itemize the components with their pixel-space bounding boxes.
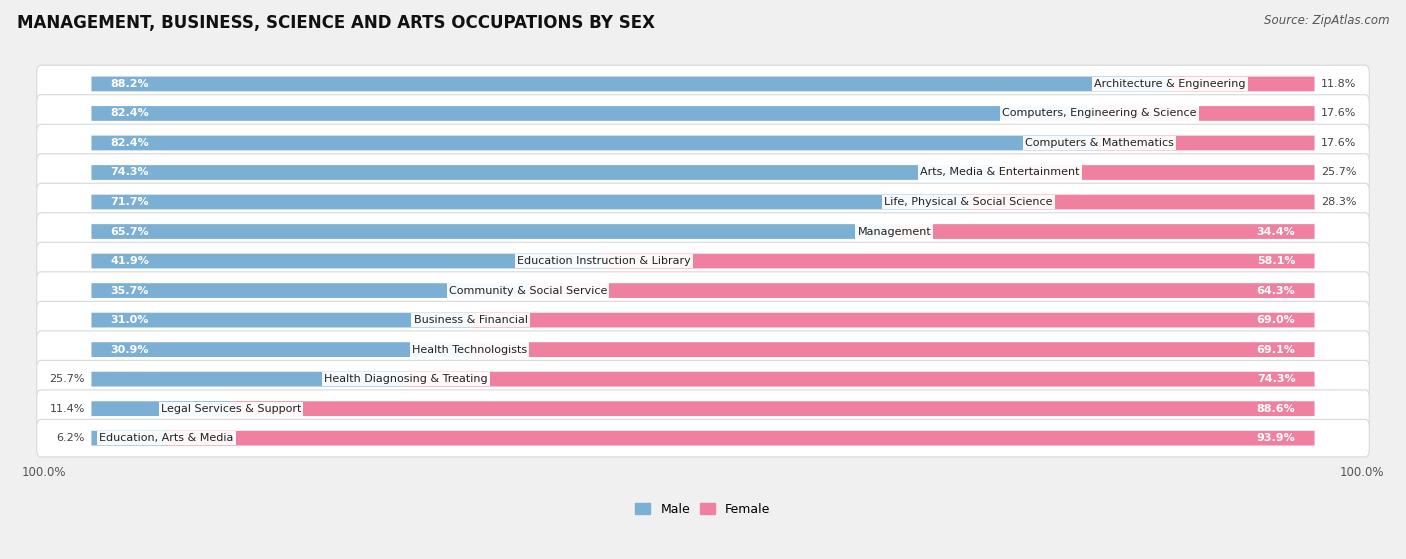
- Text: Health Diagnosing & Treating: Health Diagnosing & Treating: [323, 374, 488, 384]
- FancyBboxPatch shape: [91, 165, 1000, 180]
- FancyBboxPatch shape: [91, 372, 406, 386]
- Text: Architecture & Engineering: Architecture & Engineering: [1094, 79, 1246, 89]
- Text: 88.2%: 88.2%: [111, 79, 149, 89]
- FancyBboxPatch shape: [37, 361, 1369, 398]
- FancyBboxPatch shape: [37, 154, 1369, 191]
- FancyBboxPatch shape: [91, 401, 231, 416]
- Text: 34.4%: 34.4%: [1257, 226, 1295, 236]
- Text: 74.3%: 74.3%: [111, 168, 149, 178]
- Text: Arts, Media & Entertainment: Arts, Media & Entertainment: [921, 168, 1080, 178]
- Text: Business & Financial: Business & Financial: [413, 315, 527, 325]
- Text: 93.9%: 93.9%: [1257, 433, 1295, 443]
- FancyBboxPatch shape: [166, 431, 1315, 446]
- FancyBboxPatch shape: [37, 65, 1369, 103]
- FancyBboxPatch shape: [529, 283, 1315, 298]
- Text: Legal Services & Support: Legal Services & Support: [160, 404, 301, 414]
- FancyBboxPatch shape: [37, 301, 1369, 339]
- FancyBboxPatch shape: [894, 224, 1315, 239]
- FancyBboxPatch shape: [91, 224, 896, 239]
- FancyBboxPatch shape: [91, 136, 1099, 150]
- FancyBboxPatch shape: [91, 342, 470, 357]
- FancyBboxPatch shape: [1000, 165, 1315, 180]
- FancyBboxPatch shape: [605, 254, 1315, 268]
- FancyBboxPatch shape: [37, 390, 1369, 428]
- FancyBboxPatch shape: [37, 242, 1369, 280]
- Text: 35.7%: 35.7%: [111, 286, 149, 296]
- Text: 11.8%: 11.8%: [1320, 79, 1357, 89]
- FancyBboxPatch shape: [37, 94, 1369, 132]
- Text: Computers & Mathematics: Computers & Mathematics: [1025, 138, 1174, 148]
- FancyBboxPatch shape: [37, 183, 1369, 221]
- FancyBboxPatch shape: [91, 431, 167, 446]
- FancyBboxPatch shape: [37, 124, 1369, 162]
- FancyBboxPatch shape: [91, 106, 1099, 121]
- Text: 82.4%: 82.4%: [111, 108, 149, 119]
- Text: 82.4%: 82.4%: [111, 138, 149, 148]
- FancyBboxPatch shape: [91, 77, 1170, 91]
- FancyBboxPatch shape: [37, 213, 1369, 250]
- Text: 25.7%: 25.7%: [1320, 168, 1357, 178]
- FancyBboxPatch shape: [91, 195, 969, 210]
- Text: 41.9%: 41.9%: [111, 256, 149, 266]
- Text: Management: Management: [858, 226, 931, 236]
- Text: Health Technologists: Health Technologists: [412, 344, 527, 354]
- Text: 65.7%: 65.7%: [111, 226, 149, 236]
- Text: Source: ZipAtlas.com: Source: ZipAtlas.com: [1264, 14, 1389, 27]
- FancyBboxPatch shape: [406, 372, 1315, 386]
- Text: 25.7%: 25.7%: [49, 374, 86, 384]
- FancyBboxPatch shape: [231, 401, 1315, 416]
- Text: 100.0%: 100.0%: [1340, 466, 1385, 479]
- FancyBboxPatch shape: [91, 283, 529, 298]
- Text: 64.3%: 64.3%: [1257, 286, 1295, 296]
- Text: 69.1%: 69.1%: [1257, 344, 1295, 354]
- Text: MANAGEMENT, BUSINESS, SCIENCE AND ARTS OCCUPATIONS BY SEX: MANAGEMENT, BUSINESS, SCIENCE AND ARTS O…: [17, 14, 655, 32]
- FancyBboxPatch shape: [1099, 136, 1315, 150]
- FancyBboxPatch shape: [37, 331, 1369, 368]
- FancyBboxPatch shape: [91, 254, 605, 268]
- Text: Education, Arts & Media: Education, Arts & Media: [100, 433, 233, 443]
- Text: 17.6%: 17.6%: [1320, 138, 1357, 148]
- Text: Community & Social Service: Community & Social Service: [449, 286, 607, 296]
- Legend: Male, Female: Male, Female: [630, 498, 776, 520]
- FancyBboxPatch shape: [1170, 77, 1315, 91]
- Text: 69.0%: 69.0%: [1257, 315, 1295, 325]
- FancyBboxPatch shape: [969, 195, 1315, 210]
- Text: 71.7%: 71.7%: [111, 197, 149, 207]
- FancyBboxPatch shape: [470, 342, 1315, 357]
- Text: 17.6%: 17.6%: [1320, 108, 1357, 119]
- Text: 6.2%: 6.2%: [56, 433, 86, 443]
- FancyBboxPatch shape: [37, 419, 1369, 457]
- FancyBboxPatch shape: [471, 312, 1315, 328]
- Text: 88.6%: 88.6%: [1257, 404, 1295, 414]
- Text: 28.3%: 28.3%: [1320, 197, 1357, 207]
- Text: Computers, Engineering & Science: Computers, Engineering & Science: [1002, 108, 1197, 119]
- Text: Life, Physical & Social Science: Life, Physical & Social Science: [884, 197, 1053, 207]
- FancyBboxPatch shape: [1099, 106, 1315, 121]
- Text: 30.9%: 30.9%: [111, 344, 149, 354]
- Text: 11.4%: 11.4%: [49, 404, 86, 414]
- Text: Education Instruction & Library: Education Instruction & Library: [517, 256, 690, 266]
- Text: 74.3%: 74.3%: [1257, 374, 1295, 384]
- FancyBboxPatch shape: [91, 312, 471, 328]
- Text: 100.0%: 100.0%: [21, 466, 66, 479]
- Text: 31.0%: 31.0%: [111, 315, 149, 325]
- Text: 58.1%: 58.1%: [1257, 256, 1295, 266]
- FancyBboxPatch shape: [37, 272, 1369, 309]
